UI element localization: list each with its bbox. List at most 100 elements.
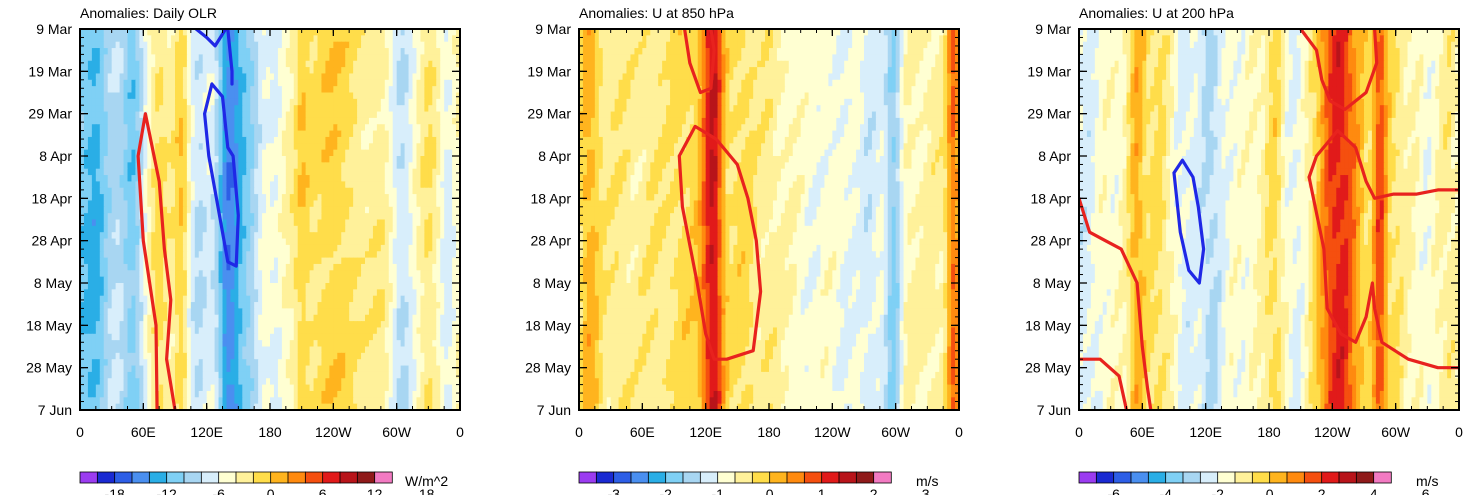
heatmap-cell [329, 283, 334, 290]
heatmap-cell [250, 175, 255, 182]
heatmap-cell [218, 136, 224, 144]
heatmap-cell [202, 340, 208, 348]
heatmap-cell [87, 29, 93, 36]
heatmap-cell [329, 206, 334, 214]
heatmap-cell [285, 289, 291, 297]
heatmap-cell [242, 308, 247, 316]
heatmap-cell [341, 251, 346, 259]
heatmap-cell [321, 98, 327, 106]
heatmap-cell [436, 149, 441, 157]
heatmap-cell [238, 251, 243, 259]
heatmap-cell [99, 251, 105, 259]
heatmap-cell [119, 143, 125, 151]
heatmap-cell [230, 295, 235, 303]
heatmap-cell [456, 98, 460, 106]
heatmap-cell [400, 194, 406, 202]
heatmap-cell [246, 289, 251, 297]
heatmap-cell [440, 289, 445, 297]
heatmap-cell [357, 289, 362, 297]
heatmap-cell [115, 48, 121, 55]
heatmap-cell [420, 232, 425, 240]
heatmap-cell [123, 187, 129, 195]
heatmap-cell [178, 156, 184, 163]
heatmap-cell [412, 175, 418, 182]
heatmap-cell [273, 238, 279, 246]
heatmap-cell [202, 219, 208, 227]
heatmap-cell [396, 232, 402, 240]
heatmap-cell [388, 41, 394, 49]
heatmap-cell [254, 206, 259, 214]
heatmap-cell [313, 79, 319, 87]
heatmap-cell [456, 194, 460, 202]
heatmap-cell [380, 130, 386, 138]
heatmap-cell [230, 111, 235, 119]
heatmap-cell [115, 54, 121, 62]
heatmap-cell [353, 225, 358, 233]
heatmap-cell [436, 187, 441, 195]
heatmap-cell [103, 314, 109, 322]
heatmap-cell [119, 175, 125, 182]
heatmap-cell [376, 238, 382, 246]
heatmap-cell [293, 200, 299, 208]
heatmap-cell [210, 67, 216, 75]
heatmap-cell [250, 327, 255, 335]
heatmap-cell [206, 225, 212, 233]
heatmap-cell [365, 244, 370, 252]
heatmap-cell [238, 175, 243, 182]
heatmap-cell [242, 48, 247, 55]
heatmap-cell [428, 263, 433, 271]
heatmap-cell [80, 295, 85, 303]
heatmap-cell [103, 327, 109, 335]
heatmap-cell [111, 156, 117, 163]
heatmap-cell [107, 308, 113, 316]
heatmap-cell [159, 86, 164, 94]
heatmap-cell [416, 187, 422, 195]
heatmap-cell [194, 308, 200, 316]
heatmap-cell [254, 257, 259, 265]
heatmap-cell [416, 213, 422, 221]
heatmap-cell [313, 257, 319, 265]
heatmap-cell [448, 263, 453, 271]
heatmap-cell [329, 162, 334, 170]
heatmap-cell [151, 162, 156, 170]
heatmap-cell [301, 149, 307, 157]
heatmap-cell [115, 181, 121, 189]
heatmap-cell [95, 187, 101, 195]
heatmap-cell [349, 60, 354, 68]
heatmap-cell [325, 92, 330, 100]
heatmap-cell [182, 60, 188, 68]
heatmap-cell [277, 333, 283, 341]
heatmap-cell [119, 327, 125, 335]
heatmap-cell [444, 263, 449, 271]
heatmap-cell [329, 48, 334, 55]
heatmap-cell [270, 251, 275, 259]
heatmap-cell [341, 54, 346, 62]
heatmap-cell [337, 181, 342, 189]
heatmap-cell [182, 130, 188, 138]
heatmap-cell [198, 244, 204, 252]
heatmap-cell [190, 124, 196, 132]
heatmap-cell [436, 54, 441, 62]
heatmap-cell [182, 98, 188, 106]
heatmap-cell [400, 175, 406, 182]
heatmap-cell [246, 168, 251, 176]
heatmap-cell [99, 168, 105, 176]
heatmap-cell [234, 130, 239, 138]
heatmap-cell [424, 263, 429, 271]
heatmap-cell [127, 276, 133, 284]
heatmap-cell [135, 54, 140, 62]
heatmap-cell [139, 346, 144, 354]
heatmap-cell [361, 200, 366, 208]
heatmap-cell [131, 321, 137, 329]
heatmap-cell [171, 105, 176, 113]
heatmap-cell [83, 149, 89, 157]
heatmap-cell [266, 283, 271, 290]
heatmap-cell [194, 333, 200, 341]
heatmap-cell [143, 181, 148, 189]
heatmap-cell [87, 276, 93, 284]
heatmap-cell [420, 79, 425, 87]
heatmap-cell [266, 308, 271, 316]
heatmap-cell [289, 200, 295, 208]
heatmap-cell [365, 67, 370, 75]
heatmap-cell [345, 295, 350, 303]
